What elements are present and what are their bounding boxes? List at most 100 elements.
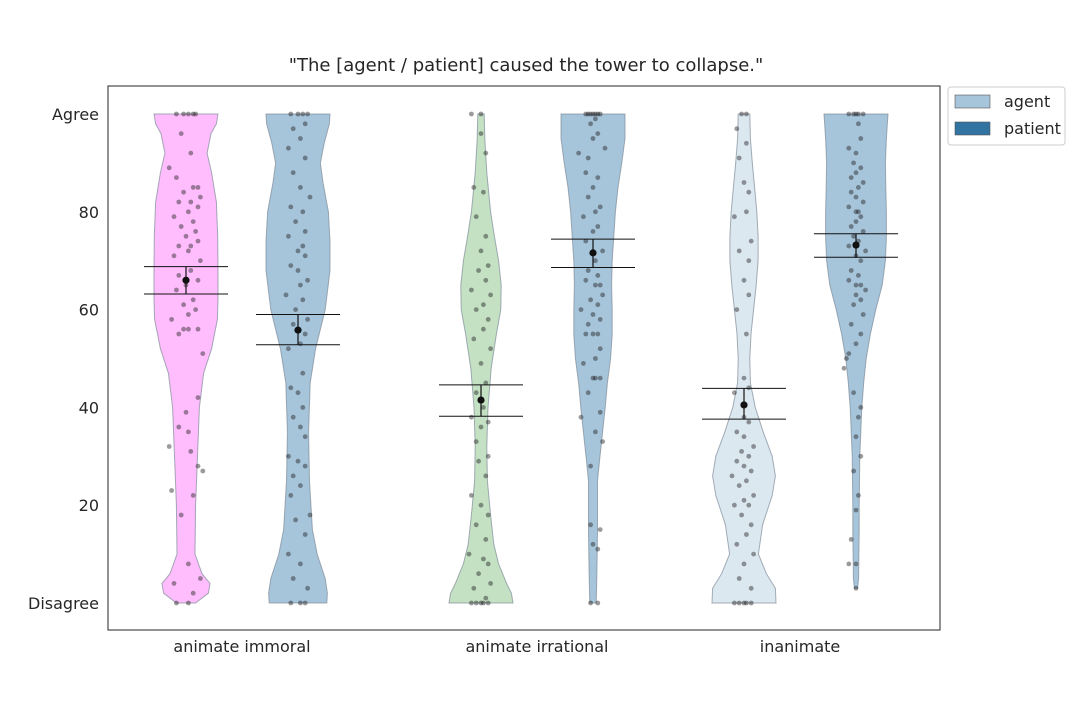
data-point (466, 551, 472, 557)
data-point (585, 194, 591, 200)
data-point (751, 551, 756, 557)
data-point (307, 512, 313, 518)
mean-marker (182, 276, 190, 284)
data-point (590, 541, 596, 547)
data-point (853, 170, 859, 176)
data-point (588, 297, 593, 303)
data-point (581, 214, 586, 220)
data-point (741, 497, 747, 503)
data-point (478, 361, 484, 366)
data-point (736, 155, 742, 161)
data-point (190, 590, 196, 596)
data-point (846, 561, 852, 567)
mean-marker (589, 249, 597, 257)
data-point (171, 581, 177, 586)
data-point (298, 185, 303, 190)
violin-body (448, 113, 514, 604)
data-point (186, 248, 191, 254)
data-point (746, 385, 752, 391)
data-point (302, 600, 308, 606)
data-point (856, 121, 861, 127)
data-point (169, 488, 175, 493)
data-point (193, 111, 199, 117)
data-point (744, 209, 749, 215)
data-point (578, 414, 584, 420)
violin-body (153, 113, 219, 604)
data-point (186, 600, 191, 606)
data-point (597, 527, 603, 532)
data-point (300, 111, 306, 117)
data-point (288, 493, 294, 498)
data-point (602, 145, 608, 151)
data-point (846, 204, 852, 210)
data-point (858, 258, 864, 264)
data-point (595, 111, 601, 117)
data-point (741, 180, 747, 185)
mean-marker (477, 396, 485, 404)
data-point (181, 302, 187, 308)
data-point (471, 185, 477, 190)
data-point (853, 507, 859, 513)
data-point (195, 185, 201, 190)
data-point (198, 258, 203, 264)
data-point (483, 233, 489, 239)
data-point (186, 111, 191, 117)
data-point (290, 126, 296, 132)
data-point (298, 424, 303, 430)
y-tick-label: 60 (79, 301, 99, 320)
data-point (597, 346, 603, 352)
data-point (300, 370, 306, 376)
data-point (481, 189, 486, 195)
data-point (590, 136, 596, 141)
data-point (585, 321, 591, 327)
data-point (744, 532, 749, 537)
data-point (595, 131, 601, 137)
data-point (585, 111, 591, 117)
legend: agent patient (947, 86, 1066, 146)
data-point (195, 326, 201, 332)
data-point (298, 341, 303, 347)
data-point (286, 145, 291, 151)
data-point (746, 419, 752, 425)
data-point (483, 473, 489, 479)
data-point (593, 375, 598, 381)
data-point (293, 517, 298, 523)
data-point (734, 307, 740, 312)
data-point (736, 248, 742, 254)
data-point (739, 449, 744, 454)
data-point (469, 287, 474, 293)
data-point (741, 463, 747, 469)
data-point (595, 331, 601, 337)
data-point (483, 595, 489, 601)
data-point (856, 493, 861, 498)
data-point (178, 224, 184, 229)
data-point (848, 175, 854, 181)
data-point (478, 424, 484, 430)
x-tick-label: animate immoral (173, 637, 310, 656)
violin-animate-irrational-agent (439, 111, 523, 606)
data-point (476, 571, 481, 577)
data-point (732, 214, 737, 220)
chart-title: "The [agent / patient] caused the tower … (289, 55, 764, 76)
violin-animate-immoral-patient (256, 111, 340, 606)
data-point (853, 434, 859, 440)
data-point (307, 194, 313, 200)
data-point (473, 600, 479, 606)
data-point (734, 458, 740, 464)
data-point (860, 229, 866, 234)
data-point (588, 600, 593, 606)
data-point (593, 111, 598, 117)
data-point (578, 307, 584, 312)
data-point (478, 111, 484, 117)
mean-marker (294, 326, 302, 334)
data-point (485, 453, 491, 459)
data-point (295, 268, 301, 273)
data-point (478, 131, 484, 137)
data-point (744, 111, 749, 117)
x-tick-label: animate irrational (465, 637, 608, 656)
data-point (200, 351, 206, 356)
data-point (741, 434, 747, 440)
data-point (748, 585, 754, 591)
violin-inanimate-agent (702, 111, 786, 606)
